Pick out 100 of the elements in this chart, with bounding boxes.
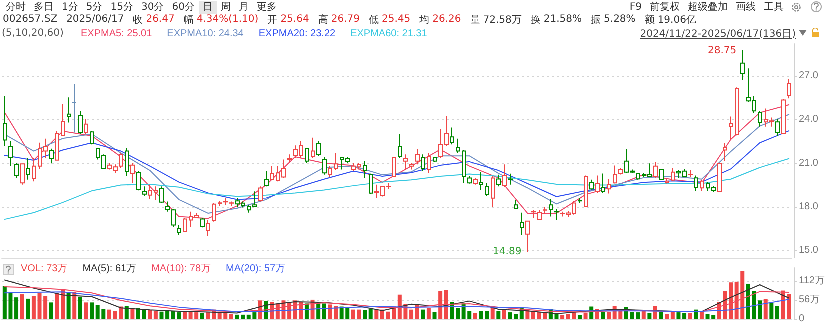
text: 幅	[184, 14, 194, 26]
candlestick	[223, 198, 228, 206]
bar	[49, 302, 54, 319]
candlestick	[543, 206, 547, 215]
candlestick	[636, 172, 640, 180]
text: MA(20): 57万	[226, 264, 286, 274]
candlestick	[700, 179, 704, 192]
bar	[55, 294, 60, 319]
candlestick	[613, 165, 617, 184]
annotation: 14.89	[493, 246, 522, 258]
bar	[206, 312, 210, 319]
bar	[775, 306, 780, 319]
y-tick-label: 24.0	[799, 114, 819, 126]
text: EXPMA5: 25.01	[81, 28, 153, 40]
candlestick	[363, 160, 367, 179]
candlestick	[67, 97, 71, 124]
candlestick	[549, 198, 553, 218]
y-tick-label: 18.0	[799, 202, 819, 213]
bar	[368, 309, 373, 319]
text: 25.45	[382, 14, 411, 25]
text: 60分	[171, 0, 196, 14]
text: 月	[238, 0, 250, 14]
text: 周	[220, 0, 232, 14]
text: 4.34%(1.10)	[196, 14, 259, 25]
candlestick	[758, 110, 762, 128]
text: 25.64	[280, 14, 310, 25]
bar	[648, 313, 652, 319]
y-tick-label: 0	[799, 314, 805, 324]
bar	[676, 312, 681, 319]
bar	[421, 310, 426, 319]
bar	[107, 310, 112, 319]
line-series	[4, 292, 790, 312]
bar	[124, 306, 129, 319]
bar	[136, 308, 141, 319]
text: 额	[644, 14, 655, 26]
y-tick-label: 27.0	[799, 70, 819, 82]
bar	[26, 298, 30, 319]
text: 高	[318, 14, 328, 26]
bar	[438, 291, 443, 319]
bar	[485, 311, 490, 319]
bar	[130, 308, 135, 319]
candlestick	[537, 210, 542, 221]
candlestick	[72, 84, 77, 134]
bar	[166, 311, 170, 319]
text: 量	[470, 14, 480, 26]
bar	[578, 315, 582, 319]
y-tick-label: 21.0	[799, 158, 819, 169]
text: 分时	[5, 0, 27, 14]
candlestick	[729, 116, 733, 140]
text: 工具	[763, 0, 785, 14]
text: 21.58%	[544, 14, 582, 25]
bar	[473, 313, 478, 319]
bar	[479, 311, 484, 319]
bar	[328, 304, 332, 319]
candlestick	[665, 178, 669, 184]
bar	[584, 313, 588, 319]
bar	[410, 310, 414, 319]
bar	[502, 310, 506, 319]
candlestick	[456, 138, 460, 154]
candlestick	[90, 130, 94, 146]
bar	[682, 313, 687, 319]
bar	[659, 312, 664, 319]
line-series	[4, 158, 790, 220]
candlestick	[32, 157, 36, 182]
series-label: VOL: 73万	[21, 264, 68, 274]
candlestick	[740, 50, 745, 81]
bar	[72, 292, 77, 319]
candlestick	[787, 78, 791, 100]
candlestick	[305, 147, 309, 164]
text: 19.06亿	[658, 14, 696, 26]
bar	[160, 312, 164, 319]
text: 画线	[735, 0, 757, 14]
text: 超级叠加	[687, 0, 729, 14]
text: 26.79	[331, 14, 360, 25]
bar	[764, 299, 768, 319]
bar	[32, 296, 36, 319]
bar	[78, 296, 82, 319]
line-series	[4, 286, 790, 313]
text: 低	[368, 14, 379, 26]
bar	[154, 311, 158, 319]
candlestick	[334, 152, 338, 172]
candlestick	[3, 96, 7, 147]
bar	[148, 310, 152, 319]
bar	[729, 282, 734, 319]
text: 15分	[110, 0, 134, 14]
text: EXPMA20: 23.22	[258, 28, 336, 40]
bar	[200, 313, 204, 319]
candlestick	[409, 162, 414, 170]
bar	[426, 308, 431, 319]
candlestick	[485, 182, 489, 196]
text: 1分	[61, 0, 80, 14]
candlestick	[403, 154, 408, 170]
candlestick	[8, 140, 13, 167]
text: (5,10,20,60)	[2, 28, 64, 39]
candlestick	[258, 186, 263, 202]
text: 72.58万	[483, 14, 522, 26]
candlestick	[578, 198, 582, 204]
line-series	[4, 130, 790, 200]
candlestick	[514, 200, 518, 210]
text: 前复权	[649, 0, 681, 14]
